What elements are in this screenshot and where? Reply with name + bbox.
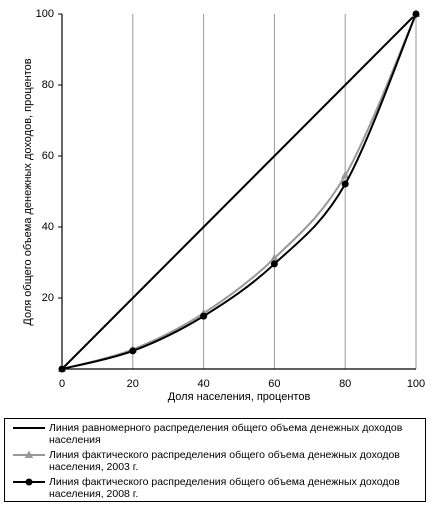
legend-swatch bbox=[13, 427, 45, 429]
legend-marker bbox=[25, 478, 33, 486]
x-tick-label: 0 bbox=[59, 378, 65, 390]
point bbox=[270, 260, 278, 268]
point bbox=[58, 365, 66, 373]
y-tick-label: 100 bbox=[36, 8, 54, 20]
y-tick-label: 80 bbox=[42, 79, 54, 91]
legend-entry: Линия равномерного распределения общего … bbox=[11, 422, 419, 446]
point bbox=[200, 312, 208, 320]
y-tick-label: 40 bbox=[42, 221, 54, 233]
legend-marker bbox=[24, 450, 34, 458]
y-tick-label: 20 bbox=[42, 292, 54, 304]
legend-entry: Линия фактического распределения общего … bbox=[11, 476, 419, 500]
legend-swatch bbox=[13, 450, 45, 458]
point bbox=[341, 171, 350, 179]
x-tick-label: 80 bbox=[339, 378, 351, 390]
x-tick-label: 20 bbox=[127, 378, 139, 390]
legend-entry: Линия фактического распределения общего … bbox=[11, 449, 419, 473]
x-tick-label: 60 bbox=[268, 378, 280, 390]
y-tick-label: 60 bbox=[42, 150, 54, 162]
x-axis-label: Доля населения, процентов bbox=[168, 391, 311, 403]
point bbox=[129, 347, 137, 355]
point bbox=[270, 253, 279, 262]
legend-label: Линия фактического распределения общего … bbox=[49, 449, 400, 473]
point bbox=[412, 10, 420, 18]
legend-swatch bbox=[13, 478, 45, 486]
series-line bbox=[61, 13, 417, 370]
chart: Доля населения, процентов Доля общего об… bbox=[22, 8, 425, 403]
legend-label: Линия фактического распределения общего … bbox=[49, 476, 400, 500]
legend-label: Линия равномерного распределения общего … bbox=[49, 422, 403, 446]
x-tick-label: 40 bbox=[197, 378, 209, 390]
y-axis-label: Доля общего объема денежных доходов, про… bbox=[22, 58, 34, 325]
x-tick-label: 100 bbox=[407, 378, 425, 390]
legend: Линия равномерного распределения общего … bbox=[4, 418, 426, 502]
point bbox=[341, 180, 349, 188]
